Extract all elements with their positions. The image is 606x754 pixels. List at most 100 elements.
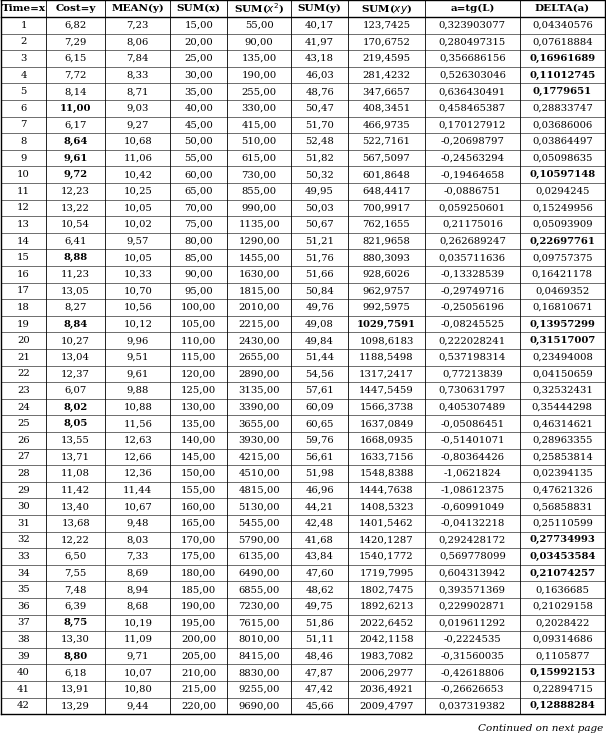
- Text: 601,8648: 601,8648: [362, 170, 410, 179]
- Text: -0,05086451: -0,05086451: [441, 419, 504, 428]
- Text: 15,00: 15,00: [184, 21, 213, 30]
- Text: 0,16961689: 0,16961689: [529, 54, 596, 63]
- Text: 1029,7591: 1029,7591: [357, 320, 416, 329]
- Text: 16: 16: [17, 270, 30, 279]
- Text: 1444,7638: 1444,7638: [359, 486, 414, 495]
- Text: 0,21029158: 0,21029158: [532, 602, 593, 611]
- Text: 0,13957299: 0,13957299: [530, 320, 595, 329]
- Text: a=tg(L): a=tg(L): [450, 4, 494, 13]
- Text: 0,604313942: 0,604313942: [439, 569, 506, 578]
- Text: 4215,00: 4215,00: [238, 452, 280, 461]
- Text: 990,00: 990,00: [242, 204, 277, 213]
- Text: 115,00: 115,00: [181, 353, 216, 362]
- Text: 0,07618884: 0,07618884: [532, 38, 593, 47]
- Text: 0,1105877: 0,1105877: [535, 651, 590, 661]
- Text: 0,16810671: 0,16810671: [532, 303, 593, 312]
- Text: 8,27: 8,27: [64, 303, 87, 312]
- Text: 43,84: 43,84: [305, 552, 334, 561]
- Text: -0,51401071: -0,51401071: [440, 436, 505, 445]
- Text: 30,00: 30,00: [184, 71, 213, 80]
- Text: 1455,00: 1455,00: [238, 253, 280, 262]
- Text: 1892,6213: 1892,6213: [359, 602, 414, 611]
- Text: 13,05: 13,05: [61, 287, 90, 296]
- Text: 75,00: 75,00: [184, 220, 213, 229]
- Text: 120,00: 120,00: [181, 369, 216, 379]
- Text: 42,48: 42,48: [305, 519, 334, 528]
- Text: 0,09757375: 0,09757375: [532, 253, 593, 262]
- Text: 8,84: 8,84: [64, 320, 88, 329]
- Text: 7,55: 7,55: [64, 569, 87, 578]
- Text: 700,9917: 700,9917: [362, 204, 410, 213]
- Text: 51,86: 51,86: [305, 618, 334, 627]
- Text: 7,48: 7,48: [64, 585, 87, 594]
- Text: 3: 3: [21, 54, 27, 63]
- Text: 5455,00: 5455,00: [238, 519, 280, 528]
- Text: 6490,00: 6490,00: [238, 569, 280, 578]
- Text: 54,56: 54,56: [305, 369, 334, 379]
- Text: 40,00: 40,00: [184, 104, 213, 113]
- Text: 6,15: 6,15: [64, 54, 87, 63]
- Text: 10,19: 10,19: [123, 618, 152, 627]
- Text: 37: 37: [17, 618, 30, 627]
- Text: 0,019611292: 0,019611292: [439, 618, 506, 627]
- Text: 8,88: 8,88: [64, 253, 88, 262]
- Text: -0,29749716: -0,29749716: [441, 287, 504, 296]
- Text: 19: 19: [17, 320, 30, 329]
- Text: 0,28963355: 0,28963355: [532, 436, 593, 445]
- Text: 0,280497315: 0,280497315: [439, 38, 506, 47]
- Text: 9,72: 9,72: [64, 170, 88, 179]
- Text: 0,12888284: 0,12888284: [530, 701, 595, 710]
- Text: 0,037319382: 0,037319382: [439, 701, 506, 710]
- Text: 0,47621326: 0,47621326: [532, 486, 593, 495]
- Text: 510,00: 510,00: [242, 137, 277, 146]
- Text: 145,00: 145,00: [181, 452, 216, 461]
- Text: 5790,00: 5790,00: [238, 535, 280, 544]
- Text: 1098,6183: 1098,6183: [359, 336, 414, 345]
- Text: 0,05098635: 0,05098635: [532, 154, 593, 163]
- Text: 0,46314621: 0,46314621: [532, 419, 593, 428]
- Text: 13,22: 13,22: [61, 204, 90, 213]
- Text: 13,71: 13,71: [61, 452, 90, 461]
- Text: 49,08: 49,08: [305, 320, 334, 329]
- Text: 45,00: 45,00: [184, 121, 213, 130]
- Text: 10,70: 10,70: [124, 287, 152, 296]
- Text: 51,44: 51,44: [305, 353, 334, 362]
- Text: 220,00: 220,00: [181, 701, 216, 710]
- Text: 17: 17: [17, 287, 30, 296]
- Text: 1802,7475: 1802,7475: [359, 585, 414, 594]
- Text: 41: 41: [17, 685, 30, 694]
- Text: 2009,4797: 2009,4797: [359, 701, 414, 710]
- Text: 8,03: 8,03: [127, 535, 149, 544]
- Text: 1540,1772: 1540,1772: [359, 552, 414, 561]
- Text: 821,9658: 821,9658: [362, 237, 410, 246]
- Text: 12,37: 12,37: [61, 369, 90, 379]
- Text: 51,98: 51,98: [305, 469, 334, 478]
- Text: 0,03864497: 0,03864497: [532, 137, 593, 146]
- Text: 28: 28: [17, 469, 30, 478]
- Text: 0,292428172: 0,292428172: [439, 535, 506, 544]
- Text: 0,569778099: 0,569778099: [439, 552, 506, 561]
- Text: 8,75: 8,75: [64, 618, 88, 627]
- Text: 55,00: 55,00: [184, 154, 213, 163]
- Text: 11,42: 11,42: [61, 486, 90, 495]
- Text: 0,059250601: 0,059250601: [439, 204, 506, 213]
- Text: 10: 10: [17, 170, 30, 179]
- Text: 9,88: 9,88: [127, 386, 149, 395]
- Text: 0,03453584: 0,03453584: [529, 552, 596, 561]
- Text: 2655,00: 2655,00: [239, 353, 280, 362]
- Text: 49,76: 49,76: [305, 303, 334, 312]
- Text: 8: 8: [21, 137, 27, 146]
- Text: 11,00: 11,00: [60, 104, 92, 113]
- Text: 13,40: 13,40: [61, 502, 90, 511]
- Text: 0,09314686: 0,09314686: [532, 635, 593, 644]
- Text: 1420,1287: 1420,1287: [359, 535, 414, 544]
- Text: 0,356686156: 0,356686156: [439, 54, 505, 63]
- Text: 0,222028241: 0,222028241: [439, 336, 506, 345]
- Text: SUM($xy$): SUM($xy$): [361, 2, 412, 16]
- Text: 0,1636685: 0,1636685: [535, 585, 590, 594]
- Text: 4: 4: [20, 71, 27, 80]
- Text: MEAN(y): MEAN(y): [112, 4, 164, 13]
- Text: 6,18: 6,18: [64, 668, 87, 677]
- Text: 8,06: 8,06: [127, 38, 149, 47]
- Text: 9255,00: 9255,00: [238, 685, 280, 694]
